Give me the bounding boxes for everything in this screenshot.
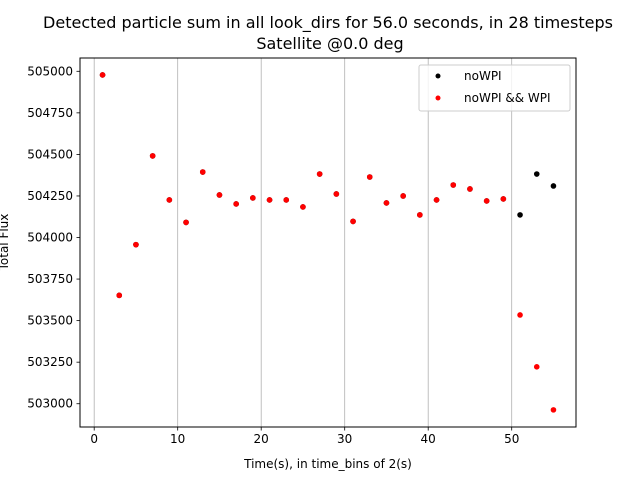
y-tick-label: 504250 bbox=[27, 189, 73, 203]
data-point-series-2 bbox=[283, 197, 290, 203]
data-point-series-2 bbox=[149, 153, 156, 159]
data-point-series-2 bbox=[383, 200, 390, 206]
data-point-series-2 bbox=[116, 292, 123, 299]
legend-label-series-2: noWPI && WPI bbox=[464, 91, 551, 105]
data-point-series-1 bbox=[517, 212, 523, 218]
data-point-series-2 bbox=[550, 407, 557, 413]
y-axis-label: Total Flux bbox=[0, 214, 11, 272]
plot-area-frame bbox=[79, 57, 577, 428]
data-point-series-2 bbox=[400, 193, 406, 199]
data-point-series-2 bbox=[99, 72, 106, 78]
y-tick-label: 503000 bbox=[27, 397, 73, 411]
data-point-series-2 bbox=[216, 192, 223, 198]
data-point-series-2 bbox=[450, 182, 457, 188]
data-point-series-2 bbox=[417, 212, 423, 218]
x-tick-label: 0 bbox=[90, 432, 98, 446]
data-point-series-2 bbox=[316, 171, 323, 177]
legend-label-series-1: noWPI bbox=[464, 69, 502, 83]
data-point-series-2 bbox=[500, 196, 507, 202]
chart-title: Detected particle sum in all look_dirs f… bbox=[43, 13, 613, 33]
legend-marker-series-2 bbox=[435, 95, 441, 101]
y-tick-label: 503750 bbox=[27, 272, 73, 286]
x-tick-label: 10 bbox=[170, 432, 185, 446]
data-point-series-2 bbox=[183, 219, 189, 226]
data-point-series-2 bbox=[300, 204, 306, 210]
legend-box bbox=[418, 64, 571, 112]
y-tick-label: 504500 bbox=[27, 147, 73, 161]
data-point-series-2 bbox=[250, 195, 256, 201]
data-point-series-2 bbox=[517, 312, 523, 318]
y-tick-label: 504750 bbox=[27, 106, 73, 120]
data-point-series-1 bbox=[533, 171, 540, 177]
y-tick-label: 503250 bbox=[27, 355, 73, 369]
x-tick-label: 30 bbox=[337, 432, 352, 446]
legend: noWPI noWPI && WPI bbox=[418, 64, 571, 112]
data-point-series-2 bbox=[350, 218, 356, 225]
data-point-series-2 bbox=[433, 197, 440, 203]
y-tick-label: 503500 bbox=[27, 314, 73, 328]
x-tick-label: 20 bbox=[254, 432, 269, 446]
chart-subtitle: Satellite @0.0 deg bbox=[256, 34, 403, 53]
data-point-series-2 bbox=[233, 201, 239, 207]
data-point-series-2 bbox=[133, 241, 139, 248]
data-point-series-2 bbox=[533, 364, 540, 370]
x-tick-label: 40 bbox=[421, 432, 436, 446]
points-layer bbox=[99, 72, 557, 413]
legend-marker-series-1 bbox=[435, 73, 441, 79]
y-tick-label: 504000 bbox=[27, 231, 73, 245]
data-point-series-2 bbox=[467, 186, 473, 192]
grid-layer bbox=[93, 58, 513, 427]
x-axis-ticks: 0 10 20 30 40 50 bbox=[90, 427, 519, 446]
data-point-series-2 bbox=[199, 169, 206, 175]
data-point-series-2 bbox=[483, 198, 490, 204]
x-axis-label: Time(s), in time_bins of 2(s) bbox=[243, 457, 412, 471]
y-tick-label: 505000 bbox=[27, 64, 73, 78]
data-point-series-2 bbox=[366, 174, 373, 180]
data-point-series-2 bbox=[166, 197, 173, 203]
data-point-series-2 bbox=[266, 197, 273, 203]
data-point-series-2 bbox=[333, 191, 340, 197]
x-tick-label: 50 bbox=[504, 432, 519, 446]
y-axis-ticks: 503000 503250 503500 503750 504000 504250 5045… bbox=[27, 64, 80, 411]
data-point-series-1 bbox=[550, 183, 557, 189]
